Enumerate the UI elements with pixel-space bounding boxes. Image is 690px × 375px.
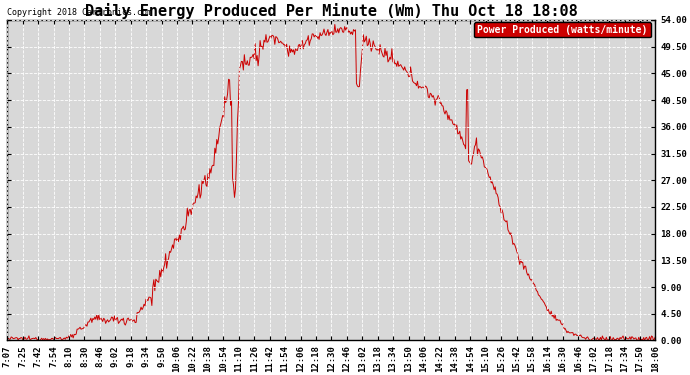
Text: Copyright 2018 Cartronics.com: Copyright 2018 Cartronics.com (8, 8, 152, 17)
Title: Daily Energy Produced Per Minute (Wm) Thu Oct 18 18:08: Daily Energy Produced Per Minute (Wm) Th… (85, 3, 578, 19)
Legend: Power Produced (watts/minute): Power Produced (watts/minute) (475, 22, 651, 38)
